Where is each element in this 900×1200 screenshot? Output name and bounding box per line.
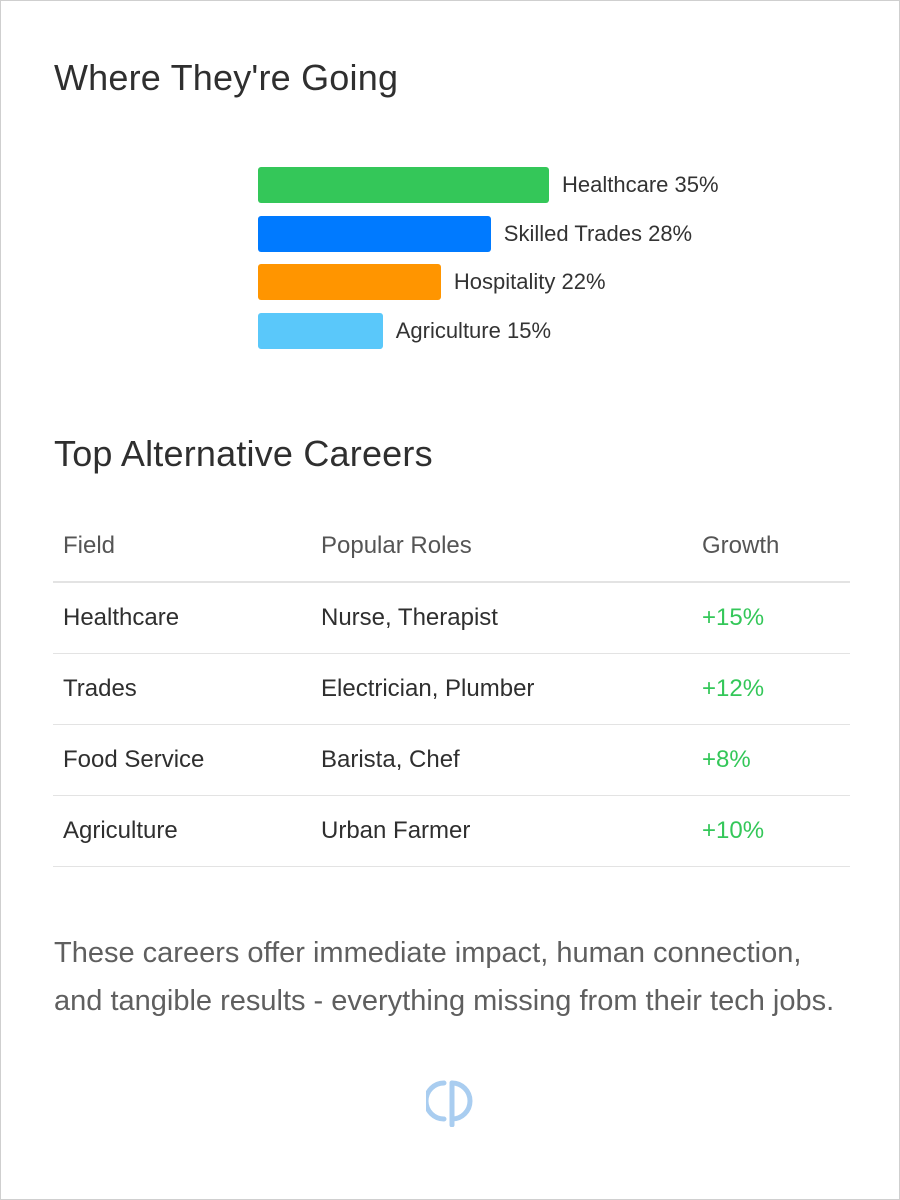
cell-roles: Barista, Chef: [311, 724, 692, 796]
bar: [258, 167, 549, 203]
cell-roles: Electrician, Plumber: [311, 653, 692, 725]
bar-label: Agriculture 15%: [395, 317, 552, 343]
bar: [258, 312, 383, 349]
cell-roles: Nurse, Therapist: [311, 582, 692, 654]
table-row: Trades Electrician, Plumber +12%: [53, 653, 850, 725]
summary-text: These careers offer immediate impact, hu…: [54, 937, 835, 1017]
cell-growth: +15%: [692, 582, 850, 654]
bar-label: Hospitality 22%: [453, 269, 606, 294]
careers-table: Field Popular Roles Growth Healthcare Nu…: [53, 511, 850, 867]
cell-field: Trades: [53, 653, 311, 725]
header-growth: Growth: [692, 511, 850, 583]
cell-roles: Urban Farmer: [311, 795, 692, 867]
destinations-title: Where They're Going: [54, 57, 399, 98]
cell-field: Food Service: [53, 724, 311, 796]
table-row: Healthcare Nurse, Therapist +15%: [53, 582, 850, 654]
bar-row: Hospitality 22%: [258, 264, 606, 300]
logo-mark-icon: [426, 1080, 473, 1127]
header-field: Field: [53, 511, 311, 583]
cell-growth: +8%: [692, 724, 850, 796]
bar-row: Skilled Trades 28%: [258, 215, 693, 252]
bar: [258, 215, 491, 252]
table-row: Food Service Barista, Chef +8%: [53, 724, 850, 796]
careers-title: Top Alternative Careers: [54, 433, 433, 474]
table-row: Agriculture Urban Farmer +10%: [53, 795, 850, 867]
cell-growth: +10%: [692, 795, 850, 867]
cell-field: Agriculture: [53, 795, 311, 867]
header-popular-roles: Popular Roles: [311, 511, 692, 583]
bar-row: Agriculture 15%: [258, 312, 552, 349]
cell-growth: +12%: [692, 653, 850, 725]
destinations-bar-chart: Healthcare 35% Skilled Trades 28% Hospital…: [258, 167, 818, 357]
bar-label: Healthcare 35%: [562, 172, 719, 197]
bar: [258, 264, 441, 300]
bar-label: Skilled Trades 28%: [503, 220, 693, 246]
bar-row: Healthcare 35%: [258, 167, 719, 203]
cell-field: Healthcare: [53, 582, 311, 654]
table-header-row: Field Popular Roles Growth: [53, 511, 850, 583]
